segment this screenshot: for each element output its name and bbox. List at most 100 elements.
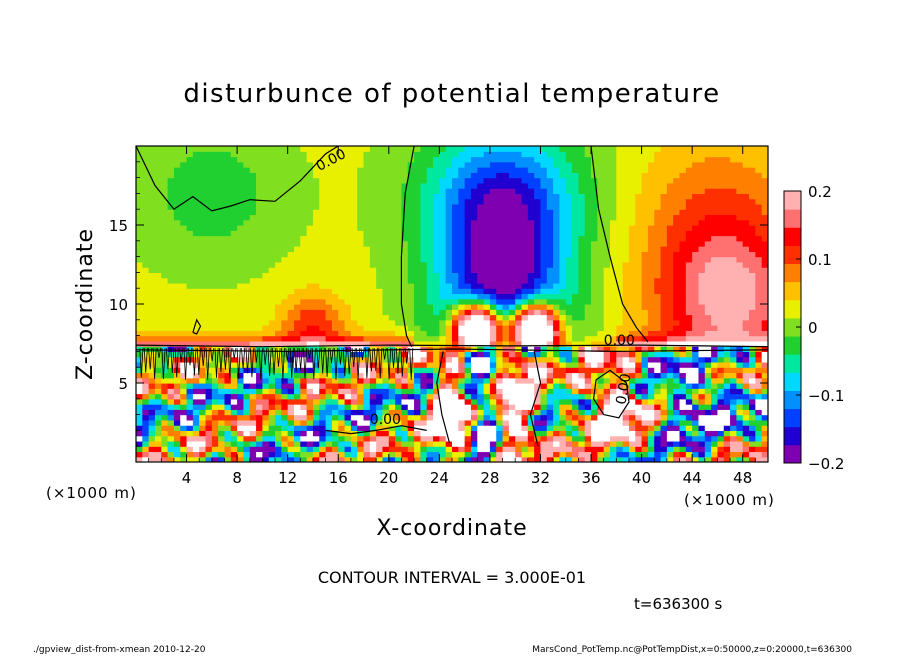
heatmap-cell: [167, 451, 175, 458]
heatmap-cell: [521, 288, 529, 295]
heatmap-cell: [515, 404, 523, 410]
heatmap-cell: [527, 230, 535, 237]
heatmap-cell: [161, 203, 169, 210]
heatmap-cell: [546, 377, 554, 384]
heatmap-cell: [439, 235, 447, 242]
heatmap-cell: [136, 209, 143, 216]
heatmap-cell: [439, 377, 447, 384]
heatmap-cell: [489, 219, 497, 226]
heatmap-cell: [521, 393, 529, 400]
heatmap-cell: [470, 319, 478, 326]
heatmap-cell: [218, 398, 226, 405]
heatmap-cell: [237, 256, 245, 263]
heatmap-cell: [610, 256, 617, 263]
heatmap-cell: [489, 146, 497, 152]
heatmap-cell: [445, 240, 453, 247]
heatmap-cell: [521, 330, 529, 337]
heatmap-cell: [458, 319, 466, 326]
heatmap-cell: [275, 246, 282, 252]
heatmap-cell: [306, 146, 314, 152]
heatmap-cell: [534, 309, 542, 316]
heatmap-cell: [546, 261, 554, 268]
heatmap-cell: [578, 161, 586, 168]
heatmap-cell: [540, 383, 548, 389]
heatmap-cell: [534, 219, 542, 226]
heatmap-cell: [401, 419, 409, 426]
heatmap-cell: [192, 425, 200, 431]
heatmap-cell: [148, 198, 156, 205]
heatmap-cell: [325, 172, 333, 179]
heatmap-cell: [218, 372, 226, 379]
heatmap-cell: [496, 298, 504, 305]
heatmap-cell: [312, 383, 320, 389]
heatmap-cell: [167, 156, 175, 163]
heatmap-cell: [268, 246, 276, 252]
heatmap-cell: [584, 209, 592, 216]
heatmap-cell: [275, 277, 282, 284]
heatmap-cell: [477, 356, 485, 363]
heatmap-cell: [445, 351, 453, 358]
heatmap-cell: [559, 440, 567, 447]
heatmap-cell: [268, 161, 276, 168]
heatmap-cell: [565, 235, 573, 242]
heatmap-cell: [464, 277, 472, 284]
heatmap-cell: [211, 377, 219, 384]
heatmap-cell: [401, 151, 409, 158]
heatmap-cell: [376, 398, 384, 405]
heatmap-cell: [142, 203, 150, 210]
heatmap-cell: [445, 367, 453, 374]
heatmap-cell: [344, 251, 352, 258]
heatmap-cell: [294, 304, 301, 310]
heatmap-cell: [401, 340, 409, 347]
heatmap-cell: [281, 383, 289, 389]
heatmap-cell: [154, 277, 162, 284]
heatmap-cell: [584, 451, 592, 458]
heatmap-cell: [572, 256, 579, 263]
heatmap-cell: [287, 288, 295, 295]
heatmap-cell: [369, 372, 377, 379]
heatmap-cell: [591, 277, 598, 284]
heatmap-cell: [218, 203, 226, 210]
heatmap-cell: [142, 419, 150, 426]
heatmap-cell: [483, 377, 491, 384]
heatmap-cell: [464, 330, 472, 337]
heatmap-cell: [338, 172, 346, 179]
heatmap-cell: [572, 377, 579, 384]
heatmap-cell: [559, 356, 567, 363]
heatmap-cell: [647, 219, 655, 226]
heatmap-cell: [306, 298, 314, 305]
heatmap-cell: [534, 198, 542, 205]
heatmap-cell: [325, 325, 333, 331]
heatmap-cell: [395, 419, 403, 426]
heatmap-cell: [610, 440, 617, 447]
heatmap-cell: [256, 267, 263, 273]
heatmap-cell: [597, 351, 605, 358]
heatmap-cell: [483, 298, 491, 305]
heatmap-cell: [414, 409, 421, 416]
heatmap-cell: [578, 446, 586, 453]
heatmap-cell: [350, 414, 358, 421]
heatmap-cell: [148, 161, 156, 168]
heatmap-cell: [369, 219, 377, 226]
heatmap-cell: [388, 356, 396, 363]
heatmap-cell: [388, 172, 396, 179]
heatmap-cell: [312, 440, 320, 447]
heatmap-cell: [407, 209, 415, 216]
heatmap-cell: [559, 393, 567, 400]
heatmap-cell: [515, 309, 523, 316]
heatmap-cell: [256, 383, 263, 389]
heatmap-cell: [363, 267, 371, 273]
heatmap-cell: [249, 335, 257, 342]
heatmap-cell: [610, 435, 617, 442]
heatmap-cell: [439, 209, 447, 216]
heatmap-cell: [224, 325, 232, 331]
heatmap-cell: [660, 404, 668, 410]
heatmap-cell: [173, 146, 181, 152]
heatmap-cell: [553, 293, 561, 300]
heatmap-cell: [319, 182, 327, 189]
heatmap-cell: [268, 372, 276, 379]
heatmap-cell: [470, 383, 478, 389]
heatmap-cell: [527, 440, 535, 447]
heatmap-cell: [641, 225, 649, 231]
heatmap-cell: [148, 340, 156, 347]
